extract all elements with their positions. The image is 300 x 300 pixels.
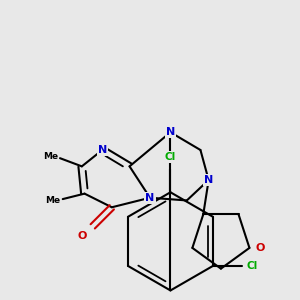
Text: Me: Me	[46, 196, 61, 205]
Text: Me: Me	[43, 152, 58, 161]
Text: Cl: Cl	[165, 152, 176, 162]
Text: N: N	[204, 175, 213, 185]
Text: N: N	[166, 127, 175, 137]
Text: N: N	[98, 145, 107, 155]
Text: N: N	[146, 193, 154, 203]
Text: Cl: Cl	[247, 261, 258, 271]
Text: O: O	[77, 231, 86, 241]
Text: O: O	[256, 243, 265, 253]
